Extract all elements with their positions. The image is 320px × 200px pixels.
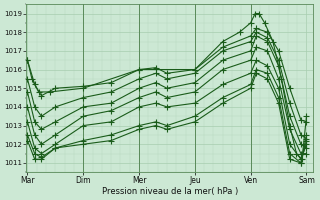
- X-axis label: Pression niveau de la mer( hPa ): Pression niveau de la mer( hPa ): [102, 187, 238, 196]
